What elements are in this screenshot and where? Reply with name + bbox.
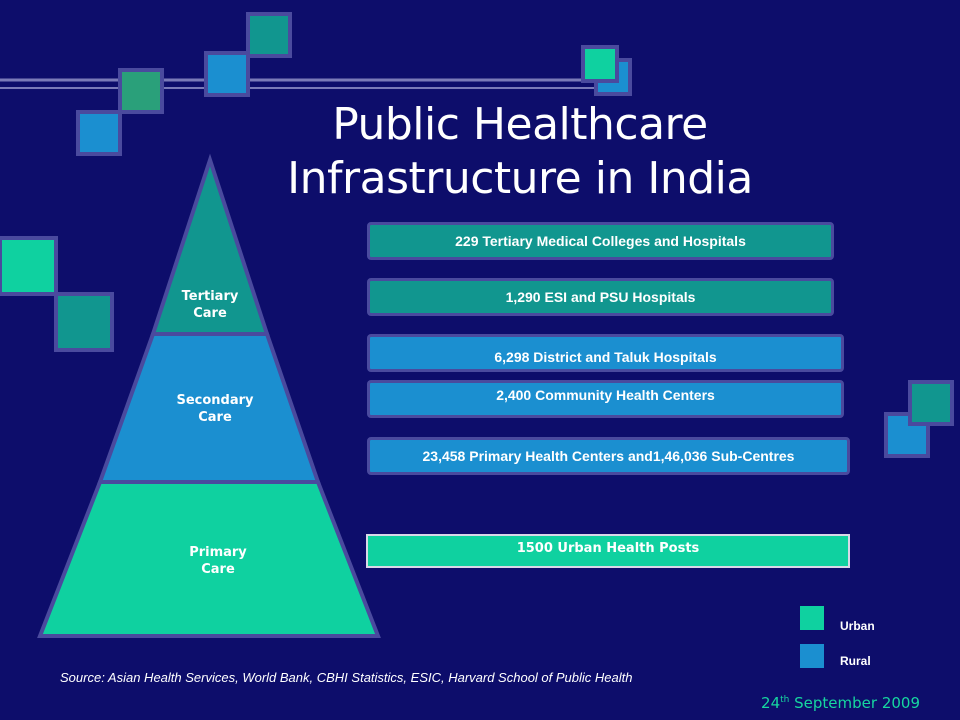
tier-label-line: Care [198,410,232,425]
tier-label-line: Secondary [176,393,254,408]
tier-label-primary: Primary Care [163,544,273,578]
legend-swatch-rural [800,644,824,668]
decor-square [54,292,114,352]
decor-square [0,236,58,296]
date-rest: September 2009 [789,694,920,712]
tier-label-secondary: Secondary Care [160,392,270,426]
date-suffix: th [780,695,790,705]
tier-label-line: Care [201,562,235,577]
decor-square [908,380,954,426]
legend-label-urban: Urban [840,619,875,633]
tier-label-line: Care [193,306,227,321]
decor-square [118,68,164,114]
bar-primary-centers: 23,458 Primary Health Centers and1,46,03… [367,437,850,475]
decor-square [246,12,292,58]
slide-date: 24th September 2009 [761,694,920,712]
bar-urban-posts: 1500 Urban Health Posts [366,534,850,568]
decor-square [204,51,250,97]
bar-esi-psu-hospitals: 1,290 ESI and PSU Hospitals [367,278,834,316]
bar-tertiary-colleges: 229 Tertiary Medical Colleges and Hospit… [367,222,834,260]
bar-community-centers: 2,400 Community Health Centers [367,380,844,418]
decor-square [76,110,122,156]
tier-label-line: Primary [189,545,247,560]
bar-district-hospitals: 6,298 District and Taluk Hospitals [367,334,844,372]
legend-label-rural: Rural [840,654,871,668]
legend-swatch-urban [800,606,824,630]
tier-primary [37,480,381,638]
source-note: Source: Asian Health Services, World Ban… [60,670,633,685]
date-day: 24 [761,694,781,712]
slide-title: Public Healthcare Infrastructure in Indi… [230,98,810,206]
decor-square [581,45,619,83]
title-line-2: Infrastructure in India [287,153,753,204]
title-line-1: Public Healthcare [332,99,708,150]
decor-square [884,412,930,458]
tier-label-line: Tertiary [181,289,239,304]
tier-label-tertiary: Tertiary Care [162,288,258,322]
